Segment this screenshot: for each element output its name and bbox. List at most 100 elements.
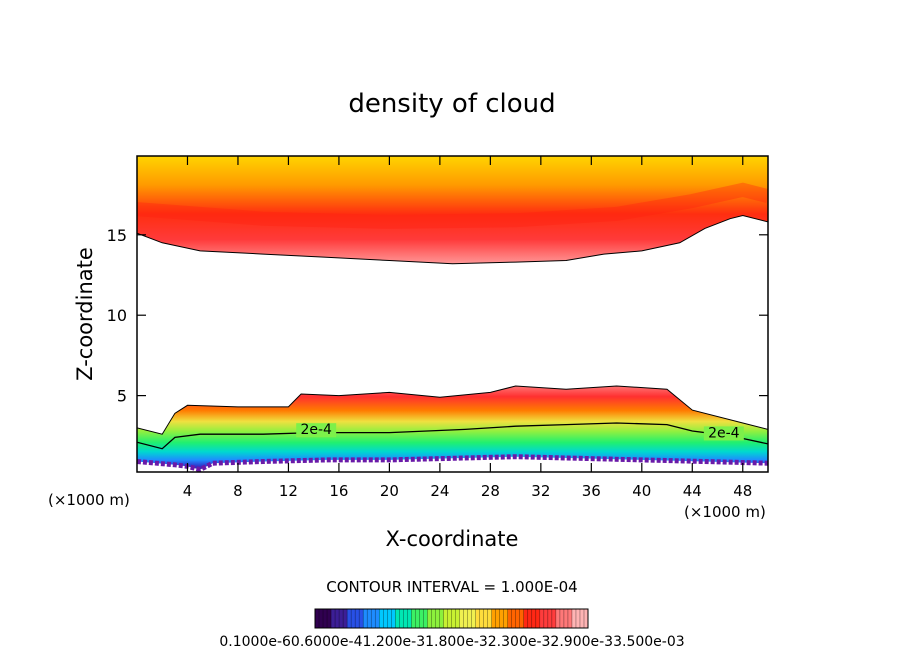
colorbar-swatch: [523, 609, 529, 628]
colorbar-swatch: [435, 609, 440, 628]
colorbar-swatch: [451, 609, 456, 628]
colorbar-swatch: [583, 609, 589, 628]
colorbar-swatch: [551, 609, 557, 628]
contour-interval-note: CONTOUR INTERVAL = 1.000E-04: [326, 578, 577, 596]
contour-label: 2e-4: [300, 422, 332, 438]
colorbar-swatch: [443, 609, 448, 628]
colorbar-swatch: [527, 609, 533, 628]
plot-area: 2e-4 2e-4: [137, 156, 768, 472]
colorbar-swatch: [559, 609, 565, 628]
colorbar-swatch: [319, 609, 324, 628]
colorbar-swatch: [543, 609, 549, 628]
colorbar-swatch: [423, 609, 428, 628]
colorbar-swatch: [563, 609, 569, 628]
colorbar-swatch: [327, 609, 332, 628]
colorbar-swatch: [411, 609, 416, 628]
colorbar-swatch: [483, 609, 489, 628]
colorbar-swatch: [535, 609, 541, 628]
colorbar-swatch: [539, 609, 545, 628]
upper-cloud-fill: [137, 156, 768, 264]
colorbar-swatch: [427, 609, 432, 628]
upper-cloud-edge-contour: [137, 214, 768, 265]
x-tick-label: 24: [430, 482, 449, 500]
colorbar-swatch: [395, 609, 400, 628]
colorbar-swatch: [363, 609, 368, 628]
colorbar-swatch: [479, 609, 485, 628]
x-tick-label: 32: [531, 482, 550, 500]
y-tick-label: 15: [107, 226, 127, 245]
x-tick-label: 12: [279, 482, 298, 500]
colorbar-swatch: [371, 609, 376, 628]
x-tick-label: 4: [183, 482, 193, 500]
lower-cloud-edge-contour: [137, 385, 768, 435]
upper-cloud-core: [137, 182, 768, 229]
colorbar-swatch: [399, 609, 404, 628]
colorbar-swatch: [579, 609, 585, 628]
colorbar-swatch: [407, 609, 412, 628]
colorbar-swatch: [455, 609, 460, 628]
colorbar-swatch: [323, 609, 328, 628]
colorbar-swatch: [507, 609, 513, 628]
lower-cloud-fill: [137, 386, 768, 470]
x-tick-label: 36: [582, 482, 601, 500]
colorbar-swatch: [515, 609, 521, 628]
colorbar-swatch: [491, 609, 497, 628]
colorbar-swatch: [383, 609, 388, 628]
colorbar-swatch: [359, 609, 364, 628]
lower-cloud-base: [137, 454, 768, 472]
contour-line-2e-4: [137, 422, 768, 450]
colorbar: [314, 609, 589, 628]
x-tick-label: 16: [329, 482, 348, 500]
colorbar-swatch: [431, 609, 436, 628]
x-tick-label: 44: [683, 482, 702, 500]
x-tick-label: 20: [380, 482, 399, 500]
colorbar-swatch: [575, 609, 581, 628]
x-axis-label: X-coordinate: [386, 527, 519, 551]
contour-label-bg: [296, 423, 337, 438]
colorbar-swatch: [467, 609, 472, 628]
colorbar-swatch: [571, 609, 577, 628]
colorbar-swatch: [331, 609, 336, 628]
x-unit-left: (×1000 m): [48, 491, 130, 509]
colorbar-swatch: [379, 609, 384, 628]
colorbar-labels: 0.1000e-60.6000e-41.200e-31.800e-32.300e…: [219, 634, 684, 650]
x-tick-label: 8: [233, 482, 243, 500]
colorbar-swatch: [475, 609, 480, 628]
colorbar-swatch: [511, 609, 517, 628]
colorbar-swatch: [375, 609, 380, 628]
colorbar-swatch: [487, 609, 493, 628]
colorbar-swatch: [503, 609, 509, 628]
colorbar-swatch: [519, 609, 525, 628]
colorbar-swatch: [495, 609, 501, 628]
colorbar-swatch: [391, 609, 396, 628]
colorbar-swatch: [447, 609, 452, 628]
x-tick-label: 28: [481, 482, 500, 500]
colorbar-swatch: [463, 609, 468, 628]
colorbar-swatch: [387, 609, 392, 628]
contour-label-bg: [703, 426, 744, 441]
colorbar-swatch: [415, 609, 420, 628]
colorbar-swatch: [555, 609, 561, 628]
x-unit-right: (×1000 m): [684, 503, 766, 521]
colorbar-swatch: [547, 609, 553, 628]
colorbar-swatch: [471, 609, 476, 628]
x-tick-label: 40: [632, 482, 651, 500]
colorbar-frame: [314, 608, 589, 629]
colorbar-swatch: [351, 609, 356, 628]
y-tick-label: 5: [117, 387, 127, 406]
colorbar-swatch: [567, 609, 573, 628]
colorbar-swatch: [339, 609, 344, 628]
contour-label: 2e-4: [708, 425, 740, 441]
colorbar-swatch: [315, 609, 320, 628]
x-tick-label: 48: [733, 482, 752, 500]
y-tick-label: 10: [107, 306, 127, 325]
y-axis-label: Z-coordinate: [73, 247, 97, 381]
colorbar-swatch: [459, 609, 464, 628]
chart-title: density of cloud: [348, 89, 555, 119]
colorbar-swatch: [367, 609, 372, 628]
colorbar-swatch: [499, 609, 505, 628]
colorbar-swatch: [347, 609, 352, 628]
colorbar-swatch: [335, 609, 340, 628]
